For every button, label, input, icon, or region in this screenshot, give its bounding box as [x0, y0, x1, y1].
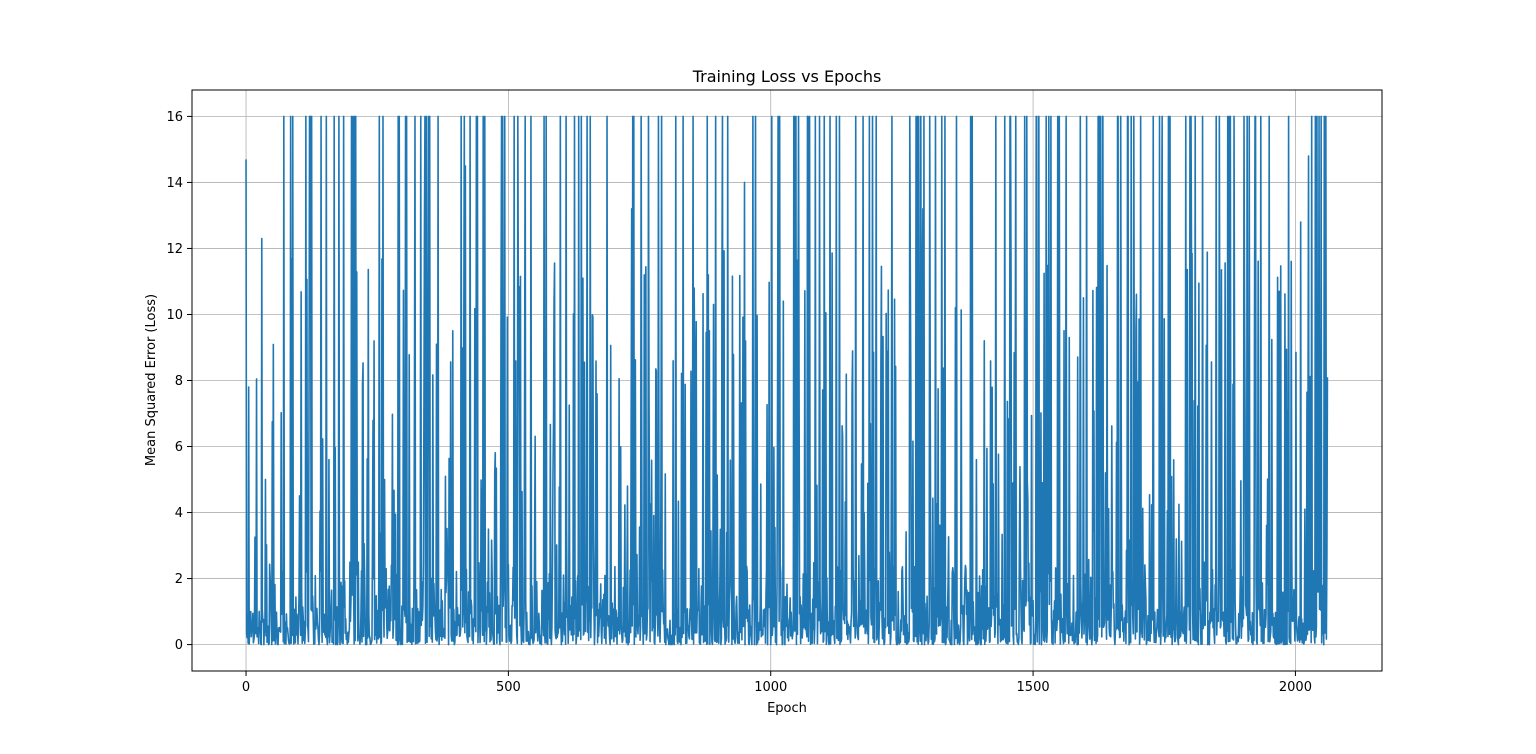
y-tick-label: 8 — [175, 374, 183, 389]
loss-series-line — [245, 115, 1329, 646]
series-layer — [245, 115, 1329, 646]
y-tick-label: 10 — [166, 308, 183, 323]
x-tick-label: 0 — [242, 680, 250, 695]
y-axis-label: Mean Squared Error (Loss) — [144, 294, 159, 466]
y-tick-label: 0 — [175, 638, 183, 653]
x-tick-label: 500 — [496, 680, 521, 695]
x-axis-ticks: 0 500 1000 1500 2000 — [242, 671, 1312, 695]
gridlines — [192, 90, 1382, 671]
x-tick-label: 1000 — [754, 680, 787, 695]
x-tick-label: 1500 — [1017, 680, 1050, 695]
y-tick-label: 16 — [166, 110, 183, 125]
y-tick-label: 12 — [166, 242, 183, 257]
x-tick-label: 2000 — [1279, 680, 1312, 695]
y-axis-ticks: 0 2 4 6 8 10 12 14 16 — [166, 110, 192, 653]
x-axis-label: Epoch — [767, 701, 807, 716]
chart-title: Training Loss vs Epochs — [692, 67, 882, 86]
y-tick-label: 6 — [175, 440, 183, 455]
y-tick-label: 14 — [166, 176, 183, 191]
y-tick-label: 2 — [175, 572, 183, 587]
y-tick-label: 4 — [175, 506, 183, 521]
